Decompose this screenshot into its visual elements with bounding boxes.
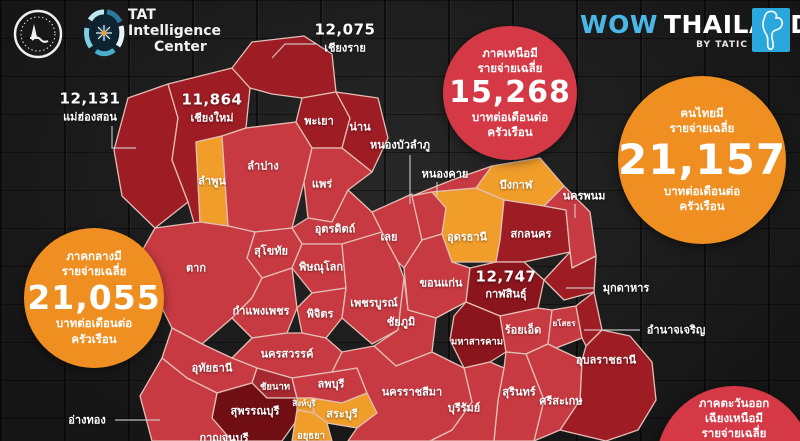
callout-lines xyxy=(111,43,640,421)
label-phichit: พิจิตร xyxy=(306,307,334,321)
tat-intelligence-logo xyxy=(84,9,125,57)
callout-line-chiang-rai xyxy=(271,43,316,59)
label-nakhon-ratchasima: นครราชสีมา xyxy=(381,385,443,399)
label-nan: น่าน xyxy=(349,120,371,134)
tat-intelligence-center-title: TAT Intelligence Center xyxy=(128,7,221,55)
region-line: เฉียงเหนือมี xyxy=(705,411,763,426)
stat-circle-thailand: คนไทยมี รายจ่ายเฉลี่ย 21,157 บาทต่อเดือนต่อ… xyxy=(618,76,786,244)
label-phayao: พะเยา xyxy=(304,114,334,128)
label-yasothon: ยโสธร xyxy=(552,319,576,328)
region-line: คนไทยมี xyxy=(680,106,724,121)
label-bueng-kan: บึงกาฬ xyxy=(499,178,533,192)
label-kamphaeng-phet: กำแพงเพชร xyxy=(232,304,290,318)
label-chiang-mai: เชียงใหม่ xyxy=(190,111,234,125)
label-ang-thong: อ่างทอง xyxy=(68,413,106,427)
label-kanchanaburi: กาญจนบุรี xyxy=(199,431,249,441)
label-udon-thani: อุดรธานี xyxy=(446,230,488,244)
header-logos xyxy=(10,4,128,60)
brand-byline: BY TATIC xyxy=(696,40,748,50)
region-line: ภาคเหนือมี xyxy=(482,45,538,60)
label-chiang-rai: เชียงราย xyxy=(324,41,366,55)
region-value: 21,157 xyxy=(617,135,787,185)
label-nong-bua-lamphu: หนองบัวลำภู xyxy=(369,138,431,152)
label-chai-nat: ชัยนาท xyxy=(259,381,291,393)
center-line: Center xyxy=(154,39,207,55)
label-chiang-mai-value: 11,864 xyxy=(181,90,243,109)
province-nakhon-ratchasima xyxy=(331,345,473,441)
label-ubon-ratchathani: อุบลราชธานี xyxy=(575,353,637,367)
label-mukdahan: มุกดาหาร xyxy=(602,281,650,295)
province-kanchanaburi xyxy=(139,357,233,441)
label-uthai-thani: อุทัยธานี xyxy=(191,361,233,375)
label-nakhon-sawan: นครสวรรค์ xyxy=(260,347,314,361)
label-lamphun: ลำพูน xyxy=(198,174,226,188)
unit-line: ครัวเรือน xyxy=(71,331,117,346)
tat-seal-logo xyxy=(13,9,63,59)
label-uttaradit: อุตรดิตถ์ xyxy=(314,222,356,236)
label-lampang: ลำปาง xyxy=(247,159,279,173)
label-phrae: แพร่ xyxy=(311,177,333,191)
unit-line: ครัวเรือน xyxy=(487,124,533,139)
label-sukhothai: สุโขทัย xyxy=(254,244,288,258)
region-value: 21,055 xyxy=(27,277,161,317)
label-roi-et: ร้อยเอ็ด xyxy=(504,323,542,337)
label-nakhon-phanom: นครพนม xyxy=(562,189,606,203)
province-mukdahan xyxy=(543,251,597,301)
region-line: ภาคกลางมี xyxy=(66,249,122,264)
intelligence-line: Intelligence xyxy=(128,23,222,39)
province-ayutthaya xyxy=(291,409,333,441)
label-chiang-rai-value: 12,075 xyxy=(314,20,376,39)
label-tak: ตาก xyxy=(186,261,206,275)
region-value: 15,268 xyxy=(449,75,571,111)
label-sakon-nakhon: สกลนคร xyxy=(510,227,552,241)
label-buriram: บุรีรัมย์ xyxy=(447,401,481,415)
label-amnat-charoen: อำนาจเจริญ xyxy=(646,323,706,337)
label-sing-buri: สิงห์บุรี xyxy=(292,399,316,408)
stat-circle-central: ภาคกลางมี รายจ่ายเฉลี่ย 21,055 บาทต่อเดือนต… xyxy=(24,228,164,368)
region-line: รายจ่ายเฉลี่ย xyxy=(669,121,735,136)
unit-line: บาทต่อเดือนต่อ xyxy=(471,109,549,124)
label-surin: สุรินทร์ xyxy=(502,385,536,399)
label-phetchabun: เพชรบูรณ์ xyxy=(350,296,398,310)
callout-line-mae-hong-son xyxy=(111,126,136,149)
label-chaiyaphum: ชัยภูมิ xyxy=(386,315,416,329)
label-nong-khai: หนองคาย xyxy=(421,167,469,181)
region-line: รายจ่ายเฉลี่ย xyxy=(701,426,767,441)
unit-line: ครัวเรือน xyxy=(679,198,725,213)
provinces xyxy=(113,35,657,441)
province-yasothon xyxy=(547,305,583,349)
label-kalasin-value: 12,747 xyxy=(475,267,537,286)
label-loei: เลย xyxy=(380,230,398,244)
province-lampang xyxy=(221,121,313,233)
label-lopburi: ลพบุรี xyxy=(317,377,345,391)
region-line: รายจ่ายเฉลี่ย xyxy=(477,61,543,76)
label-ayutthaya: อยุธยา xyxy=(297,430,325,441)
label-khon-kaen: ขอนแก่น xyxy=(419,276,463,290)
region-line: รายจ่ายเฉลี่ย xyxy=(61,264,127,279)
label-phitsanulok: พิษณุโลก xyxy=(298,260,344,274)
label-suphan-buri: สุพรรณบุรี xyxy=(230,404,280,418)
stat-circle-north: ภาคเหนือมี รายจ่ายเฉลี่ย 15,268 บาทต่อเดือน… xyxy=(443,26,577,160)
brand-wow: WOW xyxy=(580,10,658,39)
label-kalasin: กาฬสินธุ์ xyxy=(485,287,527,301)
label-saraburi: สระบุรี xyxy=(326,407,358,421)
label-si-sa-ket: ศรีสะเกษ xyxy=(539,394,583,408)
label-maha-sarakham: มหาสารคาม xyxy=(450,336,504,348)
tat-line: TAT xyxy=(128,7,156,23)
unit-line: บาทต่อเดือนต่อ xyxy=(55,316,133,331)
unit-line: บาทต่อเดือนต่อ xyxy=(663,183,741,198)
thailand-map-icon xyxy=(752,8,790,52)
region-line: ภาคตะวันออก xyxy=(698,396,770,410)
label-mae-hong-son-value: 12,131 xyxy=(59,89,121,108)
label-mae-hong-son: แม่ฮ่องสอน xyxy=(63,110,117,124)
